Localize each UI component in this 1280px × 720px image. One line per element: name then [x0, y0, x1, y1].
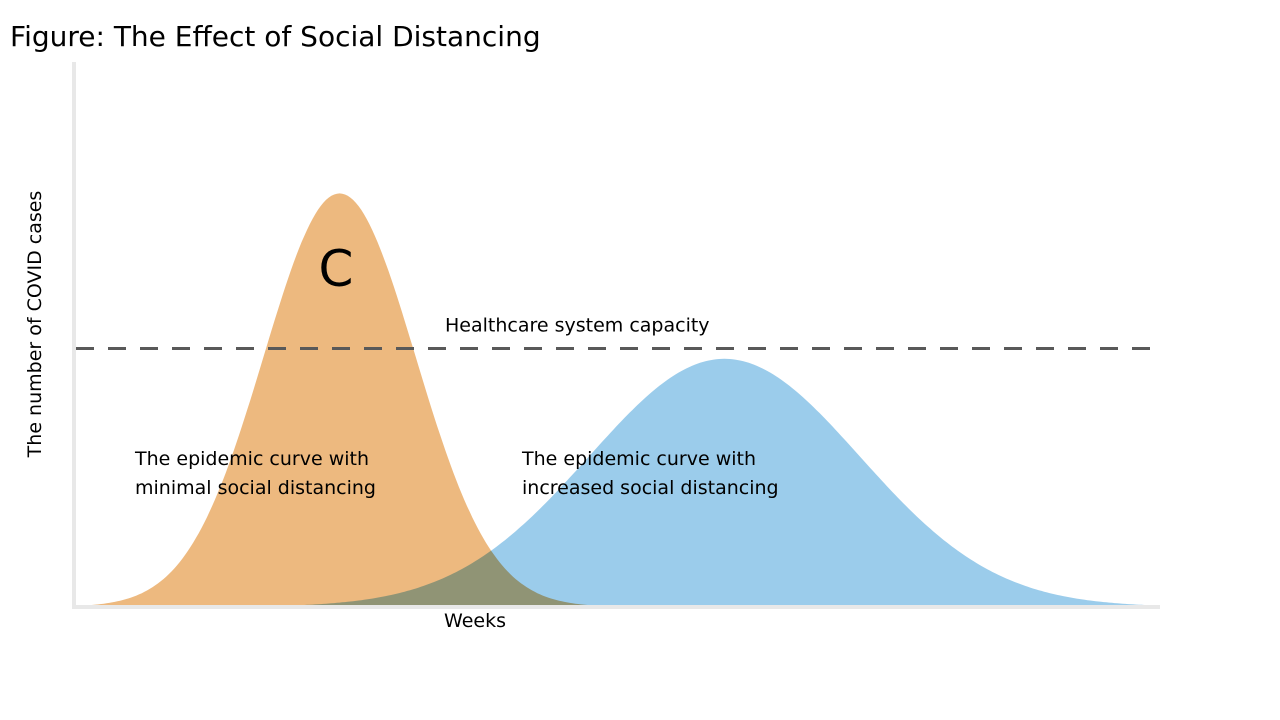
series-label-minimal-line-2: minimal social distancing: [135, 477, 376, 499]
series-label-minimal: The epidemic curve with minimal social d…: [134, 448, 376, 499]
annotation-c: C: [319, 240, 354, 298]
series-label-increased-line-2: increased social distancing: [522, 477, 779, 499]
curve-minimal-distancing: [74, 193, 1158, 607]
series-label-minimal-line-1: The epidemic curve with: [134, 448, 369, 470]
capacity-label: Healthcare system capacity: [445, 315, 710, 337]
series-label-increased-line-1: The epidemic curve with: [521, 448, 756, 470]
series-label-increased: The epidemic curve with increased social…: [521, 448, 779, 499]
x-axis-label: Weeks: [444, 610, 506, 632]
figure-title: Figure: The Effect of Social Distancing: [10, 20, 541, 53]
y-axis-label: The number of COVID cases: [24, 191, 46, 459]
curve-increased-distancing: [74, 358, 1158, 607]
